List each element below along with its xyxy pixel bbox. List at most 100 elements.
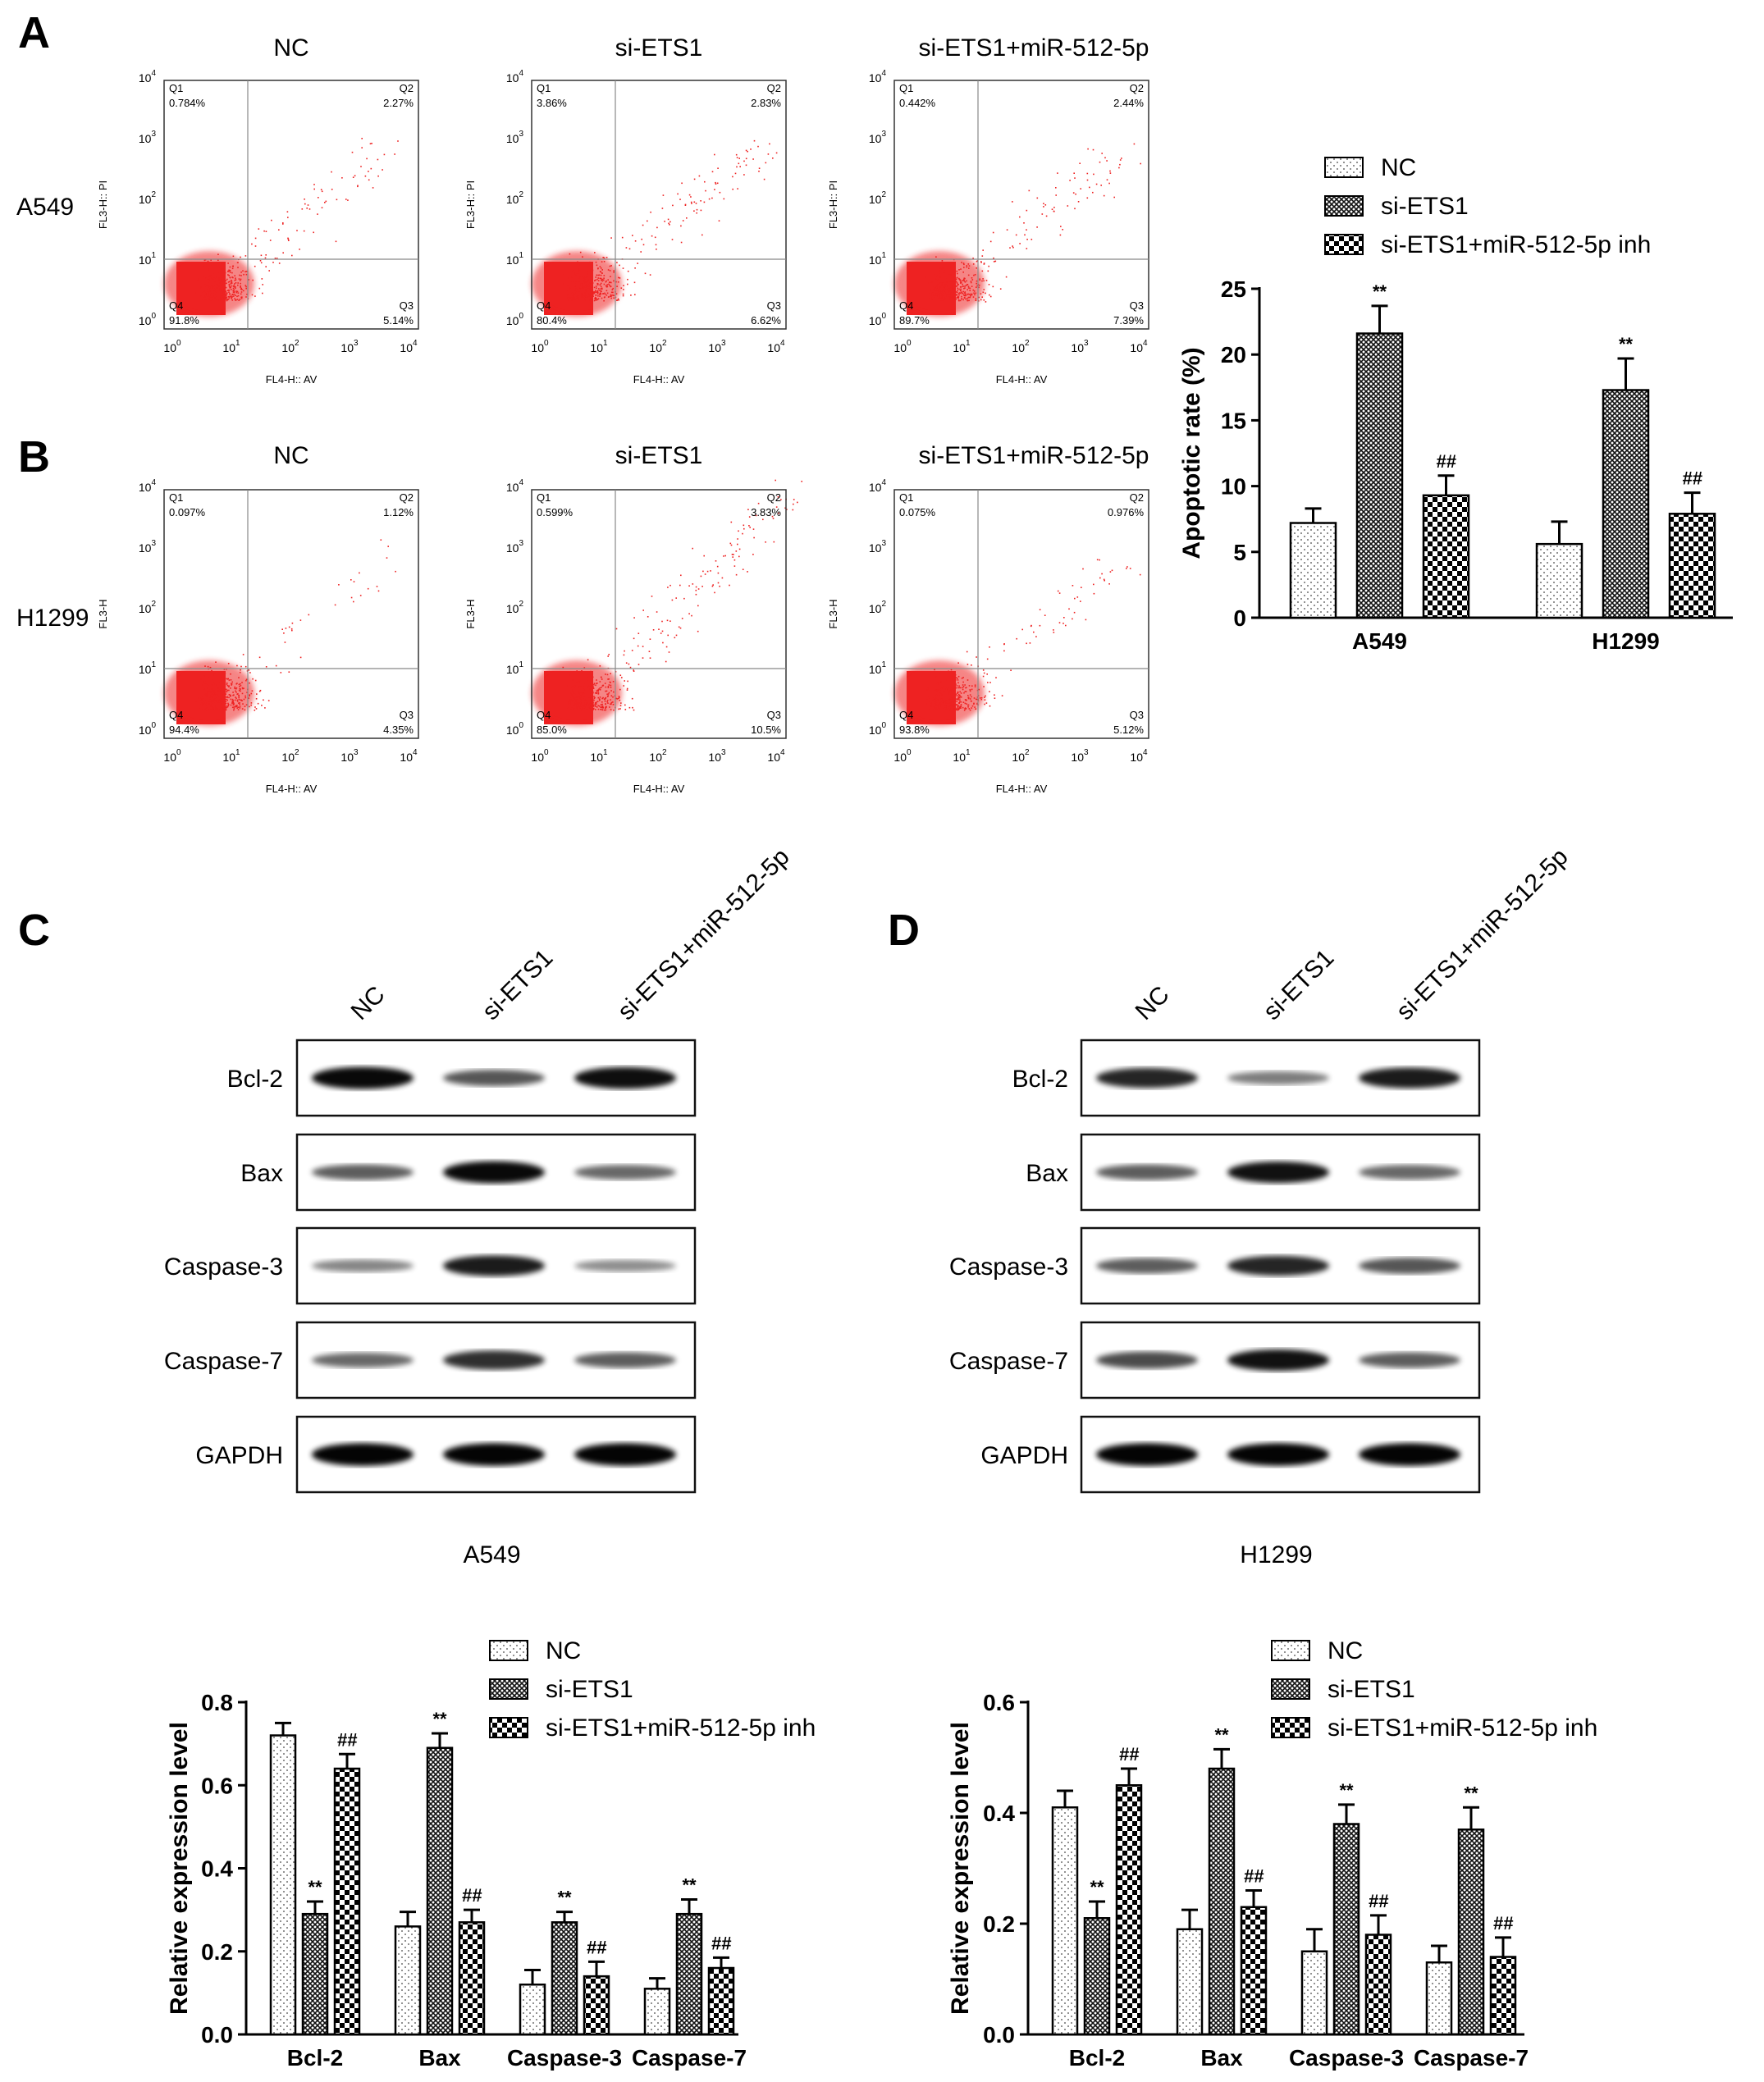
dot <box>212 294 214 297</box>
dot <box>958 288 960 290</box>
dot <box>601 709 603 710</box>
dot <box>618 708 619 710</box>
dot <box>207 291 208 293</box>
dot <box>579 286 581 289</box>
x-tick-label: 103 <box>340 748 359 764</box>
dot <box>195 701 197 702</box>
dot <box>948 689 950 691</box>
dot <box>206 294 208 295</box>
dot <box>255 698 258 700</box>
dot <box>975 292 976 294</box>
dot <box>566 299 568 302</box>
dot <box>570 693 572 696</box>
dot <box>596 692 597 694</box>
dot <box>218 285 220 287</box>
dot <box>677 193 679 195</box>
dot <box>236 699 239 701</box>
dot <box>597 708 600 710</box>
dot <box>691 203 692 204</box>
dot <box>971 688 973 691</box>
dot <box>654 236 656 239</box>
dot <box>571 299 573 301</box>
dot <box>596 703 597 705</box>
dot <box>594 291 596 293</box>
dot <box>587 678 589 681</box>
dot <box>582 687 584 690</box>
dot <box>223 692 225 694</box>
dot <box>939 272 942 274</box>
dot <box>234 283 235 285</box>
dot <box>576 701 578 703</box>
dot <box>594 705 596 706</box>
dot <box>201 705 203 708</box>
dot <box>226 688 227 691</box>
dot <box>939 701 940 704</box>
dot <box>935 689 936 691</box>
dot <box>574 285 576 286</box>
dot <box>228 297 231 299</box>
dot <box>368 179 370 181</box>
dot <box>225 696 226 698</box>
dot <box>938 291 940 294</box>
dot <box>211 688 213 690</box>
dot <box>609 706 610 708</box>
dot <box>942 282 944 284</box>
tick-exponent: 0 <box>544 339 549 348</box>
dot <box>955 679 957 681</box>
dot <box>940 290 943 292</box>
dot <box>935 683 937 684</box>
dot <box>242 687 244 690</box>
significance-marker: ** <box>1339 1780 1354 1801</box>
dot <box>232 295 235 297</box>
dot <box>214 698 217 701</box>
dot <box>933 696 935 698</box>
dot <box>964 287 966 289</box>
dot <box>596 701 597 703</box>
bar-si-ets1-caspase-3 <box>551 1921 578 2036</box>
dot <box>578 294 580 296</box>
dot <box>700 209 702 212</box>
dot <box>597 705 599 707</box>
dot <box>207 268 209 270</box>
dot <box>952 291 954 293</box>
dot <box>716 182 719 185</box>
x-tick-label: 104 <box>1130 748 1148 764</box>
dot <box>940 297 942 299</box>
dot <box>207 260 209 263</box>
dot <box>576 290 578 292</box>
dot <box>607 686 610 687</box>
dot <box>686 217 688 219</box>
dot <box>925 692 928 694</box>
dot <box>203 259 206 261</box>
dot <box>231 702 234 704</box>
dot <box>604 701 606 702</box>
bar-nc-caspase-7 <box>1425 1961 1453 2036</box>
dot <box>242 703 244 705</box>
dot <box>306 208 308 209</box>
dot <box>952 701 954 703</box>
dot <box>208 281 211 283</box>
lane-label: si-ETS1+miR-512-5p <box>613 843 795 1025</box>
dot <box>942 702 944 704</box>
dot <box>954 287 956 290</box>
dot <box>964 684 966 686</box>
dot <box>569 276 571 278</box>
dot <box>212 293 214 294</box>
dot <box>1028 189 1031 192</box>
dot <box>944 687 946 689</box>
dot <box>604 698 606 701</box>
dot <box>617 281 619 283</box>
x-tick-label: Bax <box>418 2045 461 2071</box>
dot <box>590 700 592 701</box>
dot <box>613 272 615 273</box>
dot <box>587 299 590 301</box>
legend-swatch <box>489 1678 528 1700</box>
dot <box>995 677 997 678</box>
dot <box>723 198 725 200</box>
dot <box>925 286 928 289</box>
dot <box>942 674 944 677</box>
dot <box>649 274 651 276</box>
dot <box>245 287 247 290</box>
legend-swatch <box>1271 1717 1310 1738</box>
dot <box>627 270 629 272</box>
